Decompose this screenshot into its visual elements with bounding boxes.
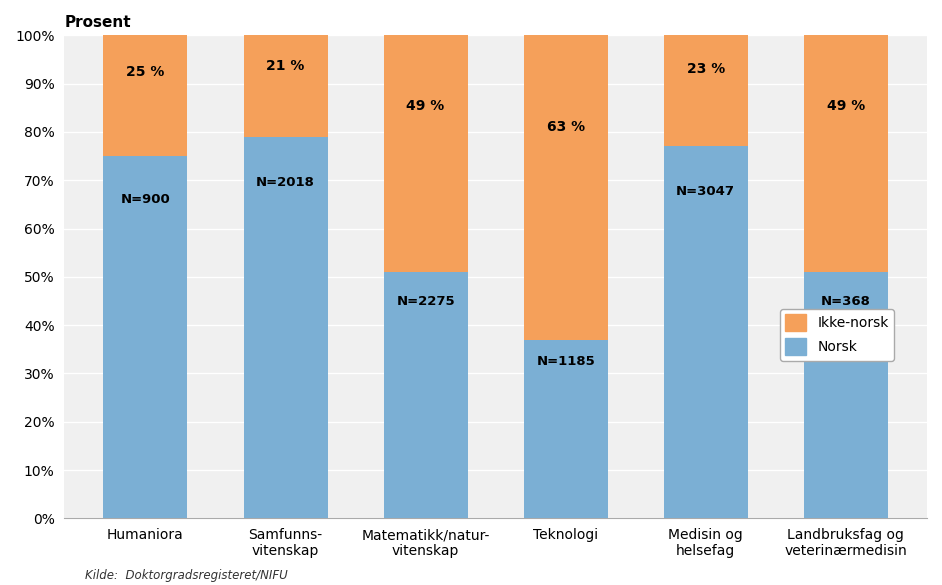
Text: Prosent: Prosent <box>64 15 131 30</box>
Bar <box>524 340 608 518</box>
Legend: Ikke-norsk, Norsk: Ikke-norsk, Norsk <box>780 309 894 361</box>
Bar <box>243 137 328 518</box>
Bar <box>104 156 187 518</box>
Bar <box>383 35 467 272</box>
Bar <box>804 35 887 272</box>
Bar <box>664 35 748 146</box>
Text: 63 %: 63 % <box>546 119 585 133</box>
Text: N=368: N=368 <box>820 295 870 308</box>
Text: 25 %: 25 % <box>126 64 165 78</box>
Text: N=900: N=900 <box>121 193 171 206</box>
Text: 21 %: 21 % <box>267 58 304 73</box>
Text: 49 %: 49 % <box>827 99 865 113</box>
Bar <box>383 272 467 518</box>
Bar <box>243 35 328 137</box>
Text: 49 %: 49 % <box>406 99 445 113</box>
Text: N=2275: N=2275 <box>397 295 455 308</box>
Text: Kilde:  Doktorgradsregisteret/NIFU: Kilde: Doktorgradsregisteret/NIFU <box>85 569 287 582</box>
Text: N=2018: N=2018 <box>256 176 315 189</box>
Text: N=3047: N=3047 <box>676 184 735 198</box>
Bar <box>104 35 187 156</box>
Bar <box>664 146 748 518</box>
Text: 23 %: 23 % <box>687 61 724 75</box>
Bar <box>804 272 887 518</box>
Bar <box>524 35 608 340</box>
Text: N=1185: N=1185 <box>536 355 595 367</box>
